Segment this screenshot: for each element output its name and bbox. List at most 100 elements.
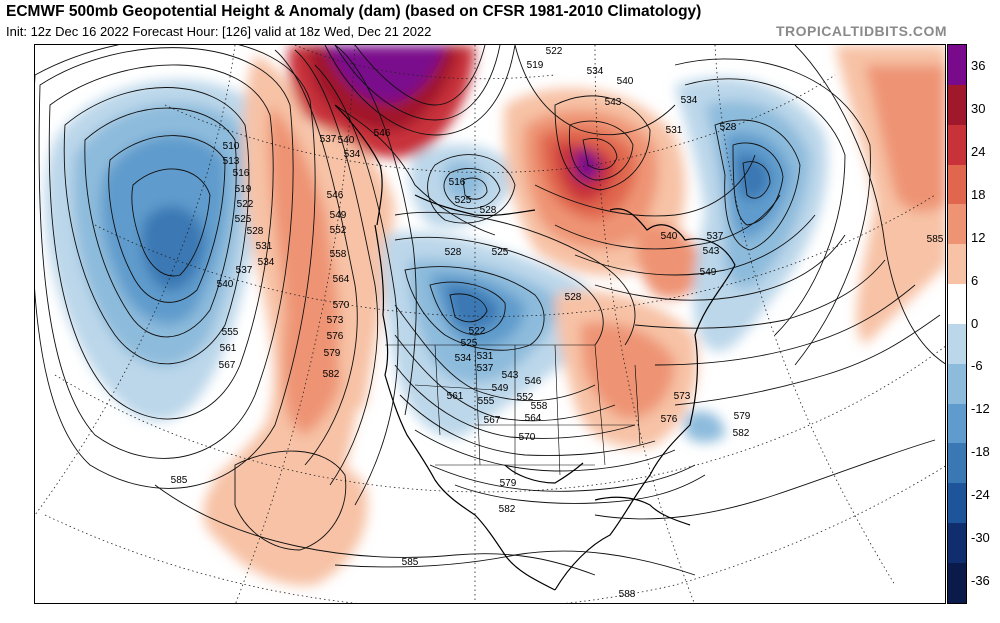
colorbar-label: 12 [971, 229, 986, 245]
contour-label: 540 [661, 231, 678, 242]
contour-label: 570 [519, 432, 536, 443]
contour-label: 561 [220, 343, 237, 354]
contour-label: 537 [320, 134, 337, 145]
colorbar-segment [948, 523, 966, 563]
colorbar-segment [948, 323, 966, 364]
contour-label: 546 [525, 376, 542, 387]
colorbar-segment [948, 45, 966, 85]
contour-label: 582 [323, 369, 340, 380]
coastlines [334, 104, 736, 591]
contour-label: 552 [330, 225, 347, 236]
contour-label: 582 [499, 504, 516, 515]
contour-label: 549 [700, 267, 717, 278]
colorbar-label: -18 [971, 444, 990, 460]
anomaly-map: 510 513 516 519 522 525 528 531 534 537 … [34, 44, 946, 604]
latlon-grid [35, 45, 945, 603]
contour-label: 534 [681, 95, 698, 106]
map-canvas: 510 513 516 519 522 525 528 531 534 537 … [35, 45, 945, 603]
contour-label: 558 [330, 249, 347, 260]
contour-label: 537 [477, 363, 494, 374]
brand-watermark: TROPICALTIDBITS.COM [775, 23, 947, 39]
colorbar-label: -6 [971, 358, 983, 374]
contour-label: 540 [217, 279, 234, 290]
colorbar-segment [948, 124, 966, 165]
contour-label: 543 [703, 246, 720, 257]
contour-label: 528 [565, 292, 582, 303]
contour-label: 537 [707, 231, 724, 242]
colorbar-segment [948, 164, 966, 205]
contour-label: 570 [333, 300, 350, 311]
contour-label: 528 [480, 205, 497, 216]
anomaly-colorbar [947, 44, 967, 604]
contour-label-group: 510 513 516 519 522 525 528 531 534 537 … [171, 46, 944, 600]
contour-label: 558 [531, 401, 548, 412]
contour-label: 528 [720, 122, 737, 133]
contour-label: 564 [525, 413, 542, 424]
contour-label: 516 [449, 177, 466, 188]
colorbar-label: 0 [971, 315, 979, 331]
colorbar-label: 6 [971, 272, 979, 288]
colorbar-label: -36 [971, 573, 990, 589]
contour-label: 543 [605, 97, 622, 108]
contour-label: 549 [492, 383, 509, 394]
anomaly-shading [45, 45, 945, 586]
contour-label: 522 [237, 199, 254, 210]
colorbar-label: -12 [971, 401, 990, 417]
contour-label: 579 [734, 411, 751, 422]
colorbar-segment [948, 443, 966, 484]
colorbar-label: 30 [971, 100, 986, 116]
colorbar-segment [948, 284, 966, 324]
contour-label: 534 [344, 149, 361, 160]
contour-label: 555 [478, 396, 495, 407]
contour-label: 522 [469, 326, 486, 337]
contour-label: 525 [455, 195, 472, 206]
contour-label: 546 [374, 128, 391, 139]
contour-label: 579 [324, 348, 341, 359]
contour-label: 588 [619, 589, 636, 600]
contour-label: 513 [223, 156, 240, 167]
contour-label: 531 [666, 125, 683, 136]
contour-label: 534 [587, 66, 604, 77]
contour-label: 531 [256, 241, 273, 252]
contour-label: 579 [500, 478, 517, 489]
colorbar-label: -30 [971, 530, 990, 546]
contour-label: 585 [171, 475, 188, 486]
contour-label: 567 [484, 415, 501, 426]
contour-label: 555 [222, 327, 239, 338]
colorbar-segment [948, 204, 966, 245]
colorbar-label: 36 [971, 58, 986, 73]
contour-label: 531 [477, 351, 494, 362]
colorbar-segment [948, 483, 966, 524]
contour-label: 573 [327, 315, 344, 326]
contour-label: 585 [927, 234, 944, 245]
contour-label: 516 [233, 168, 250, 179]
contour-label: 561 [447, 391, 464, 402]
contour-label: 528 [247, 226, 264, 237]
contour-label: 525 [461, 338, 478, 349]
contour-label: 543 [502, 370, 519, 381]
contour-label: 567 [219, 360, 236, 371]
colorbar-label: 18 [971, 186, 986, 202]
state-borders [385, 344, 641, 476]
contour-label: 519 [527, 60, 544, 71]
contour-label: 519 [235, 184, 252, 195]
contour-label: 534 [258, 257, 275, 268]
contour-label: 525 [492, 247, 509, 258]
contour-label: 537 [236, 265, 253, 276]
contour-label: 522 [546, 46, 563, 57]
contour-label: 525 [235, 214, 252, 225]
colorbar-segment [948, 244, 966, 285]
colorbar-segment [948, 84, 966, 125]
colorbar-label: -24 [971, 487, 990, 503]
contour-label: 576 [327, 331, 344, 342]
contour-label: 540 [617, 76, 634, 87]
colorbar-label: 24 [971, 143, 986, 159]
contour-label: 549 [330, 210, 347, 221]
map-subtitle: Init: 12z Dec 16 2022 Forecast Hour: [12… [6, 24, 432, 39]
contour-label: 534 [455, 353, 472, 364]
contour-label: 582 [733, 428, 750, 439]
contour-label: 552 [517, 392, 534, 403]
contour-label: 540 [338, 135, 355, 146]
contour-label: 546 [327, 190, 344, 201]
colorbar-segment [948, 562, 966, 603]
